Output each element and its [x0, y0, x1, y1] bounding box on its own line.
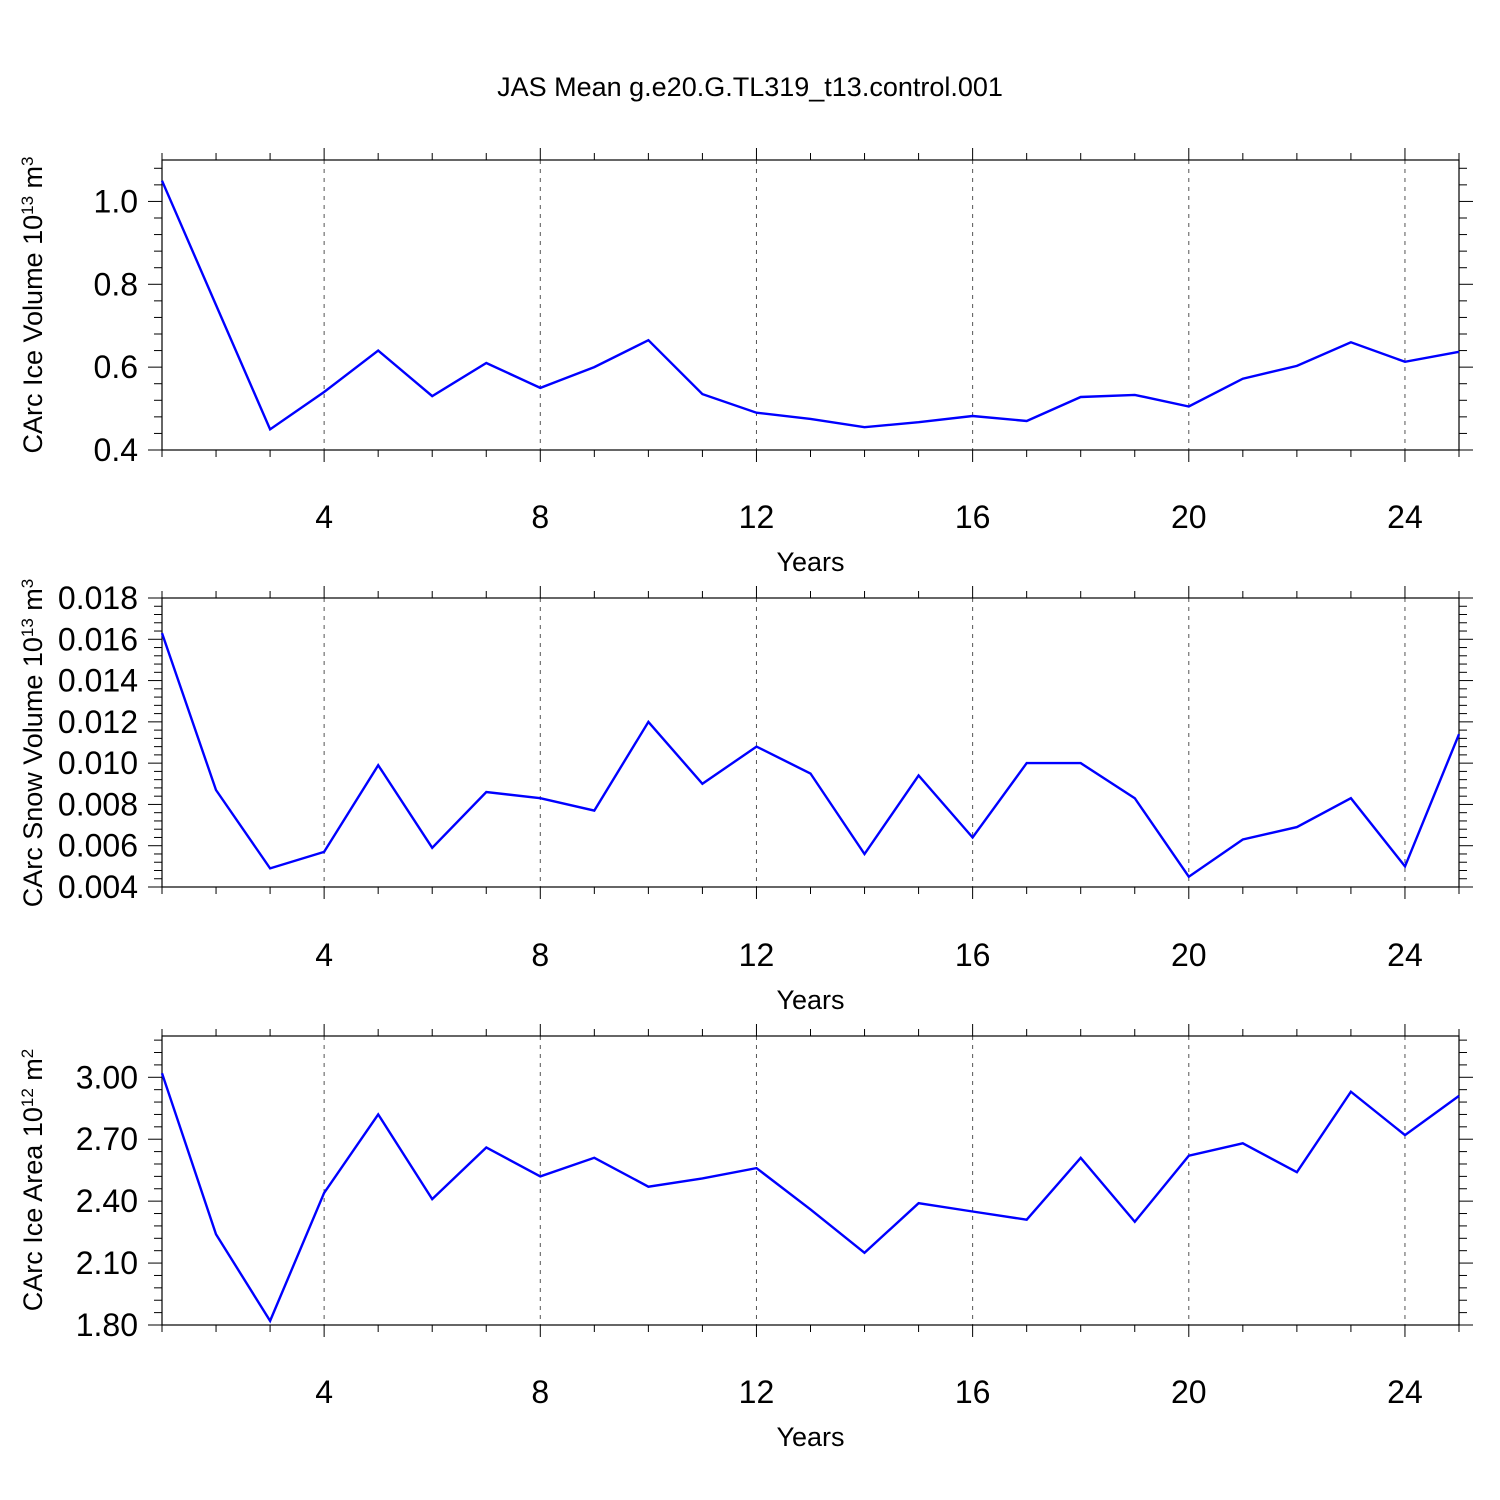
y-tick-label: 0.004 — [58, 869, 138, 905]
y-tick-label: 2.10 — [76, 1245, 138, 1281]
x-tick-label: 12 — [739, 499, 775, 535]
x-tick-label: 24 — [1387, 937, 1423, 973]
x-tick-label: 24 — [1387, 1374, 1423, 1410]
data-line — [160, 180, 1460, 432]
y-axis-title-superscript: 12 — [18, 1088, 37, 1107]
x-tick-label: 16 — [955, 1374, 991, 1410]
x-tick-label: 12 — [739, 937, 775, 973]
y-tick-label: 3.00 — [76, 1059, 138, 1095]
y-tick-label: 0.010 — [58, 745, 138, 781]
data-line — [160, 1072, 1460, 1324]
x-axis-title: Years — [776, 985, 844, 1015]
x-tick-label: 8 — [531, 499, 549, 535]
y-tick-label: 0.008 — [58, 786, 138, 822]
y-tick-label: 0.012 — [58, 704, 138, 740]
y-axis-title-superscript: 13 — [18, 196, 37, 215]
y-tick-label: 2.40 — [76, 1183, 138, 1219]
data-line — [160, 632, 1461, 879]
x-tick-label: 8 — [531, 1374, 549, 1410]
y-tick-label: 1.80 — [76, 1307, 138, 1343]
y-axis-title-superscript: 3 — [18, 579, 37, 588]
y-tick-label: 0.6 — [94, 349, 138, 385]
y-axis-title-part: m — [18, 588, 48, 618]
y-tick-label: 2.70 — [76, 1121, 138, 1157]
x-tick-label: 4 — [315, 499, 333, 535]
figure-title: JAS Mean g.e20.G.TL319_t13.control.001 — [497, 72, 1003, 102]
y-tick-label: 0.006 — [58, 828, 138, 864]
y-tick-label: 1.0 — [94, 183, 138, 219]
y-axis-title-part: m — [18, 1058, 48, 1088]
y-tick-label: 0.4 — [94, 432, 138, 468]
y-axis-title: CArc Ice Volume 1013 m3 — [18, 156, 49, 453]
x-axis-title: Years — [776, 1422, 844, 1452]
y-tick-label: 0.016 — [58, 621, 138, 657]
y-axis-title: CArc Snow Volume 1013 m3 — [18, 579, 49, 908]
y-tick-label: 0.014 — [58, 663, 138, 699]
plot-frame — [161, 1035, 1460, 1326]
y-axis-title-part: CArc Ice Volume 10 — [18, 215, 48, 454]
panel-3: 1.80 2.10 2.40 2.70 3.00 4 8 12 16 20 24 Years CArc … — [18, 1024, 1473, 1452]
x-tick-label: 8 — [531, 937, 549, 973]
y-axis-title-superscript: 13 — [18, 618, 37, 637]
y-axis-title-superscript: 2 — [18, 1049, 37, 1058]
x-tick-label: 4 — [315, 937, 333, 973]
plot-frame — [161, 597, 1460, 888]
x-tick-label: 20 — [1171, 937, 1207, 973]
plot-frame — [161, 159, 1460, 451]
x-tick-label: 16 — [955, 937, 991, 973]
panel-1: 0.4 0.6 0.8 1.0 4 8 12 16 20 24 Years CArc Ice Volu… — [18, 148, 1473, 577]
y-axis-title-part: CArc Snow Volume 10 — [18, 637, 48, 907]
y-axis-title-part: m — [18, 166, 48, 196]
x-tick-label: 12 — [739, 1374, 775, 1410]
y-tick-label: 0.8 — [94, 266, 138, 302]
x-tick-label: 4 — [315, 1374, 333, 1410]
y-axis-title-superscript: 3 — [18, 156, 37, 165]
y-tick-label: 0.018 — [58, 580, 138, 616]
y-axis-title: CArc Ice Area 1012 m2 — [18, 1049, 49, 1312]
x-tick-label: 24 — [1387, 499, 1423, 535]
x-tick-label: 20 — [1171, 1374, 1207, 1410]
panel-2: 0.004 0.006 0.008 0.010 0.012 0.014 0.016 0.018… — [18, 579, 1473, 1015]
x-tick-label: 16 — [955, 499, 991, 535]
y-axis-title-part: CArc Ice Area 10 — [18, 1107, 48, 1311]
x-tick-label: 20 — [1171, 499, 1207, 535]
x-axis-title: Years — [776, 547, 844, 577]
